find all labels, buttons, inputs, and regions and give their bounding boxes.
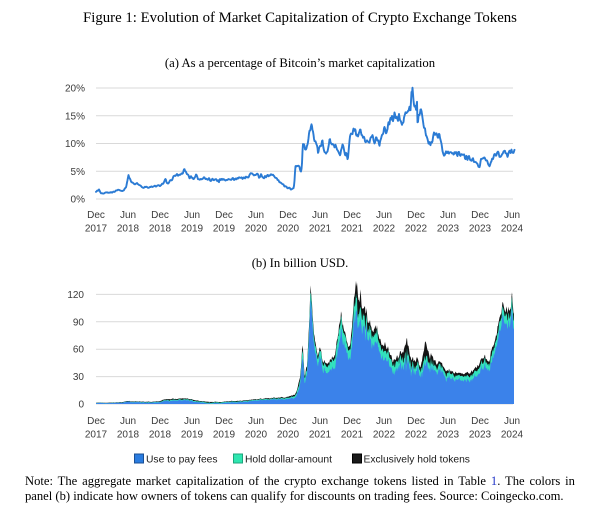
svg-text:Jun: Jun	[120, 210, 136, 221]
svg-text:Jun: Jun	[440, 416, 456, 427]
svg-text:2021: 2021	[341, 430, 364, 441]
svg-text:Jun: Jun	[184, 416, 200, 427]
svg-text:10%: 10%	[65, 139, 85, 150]
svg-text:Dec: Dec	[87, 210, 105, 221]
svg-text:20%: 20%	[65, 84, 85, 95]
svg-text:Jun: Jun	[248, 210, 264, 221]
svg-text:2021: 2021	[309, 430, 332, 441]
svg-text:2018: 2018	[149, 224, 172, 235]
svg-text:Dec: Dec	[407, 416, 425, 427]
svg-text:2023: 2023	[437, 224, 460, 235]
svg-text:Dec: Dec	[471, 416, 489, 427]
svg-text:Hold dollar-amount: Hold dollar-amount	[245, 454, 332, 465]
svg-text:Jun: Jun	[376, 416, 392, 427]
svg-text:90: 90	[73, 317, 85, 328]
svg-text:2019: 2019	[181, 430, 204, 441]
svg-text:Jun: Jun	[184, 210, 200, 221]
svg-text:2022: 2022	[373, 430, 396, 441]
svg-text:Dec: Dec	[343, 416, 361, 427]
svg-text:0: 0	[78, 400, 84, 411]
svg-text:2023: 2023	[469, 430, 492, 441]
svg-text:2018: 2018	[117, 430, 140, 441]
svg-text:Dec: Dec	[87, 416, 105, 427]
svg-text:Jun: Jun	[376, 210, 392, 221]
svg-text:Dec: Dec	[343, 210, 361, 221]
svg-text:60: 60	[73, 345, 85, 356]
svg-text:Jun: Jun	[248, 416, 264, 427]
svg-text:Dec: Dec	[215, 416, 233, 427]
svg-text:5%: 5%	[71, 167, 86, 178]
svg-text:Dec: Dec	[151, 210, 169, 221]
svg-text:2022: 2022	[373, 224, 396, 235]
svg-text:Use to pay fees: Use to pay fees	[146, 454, 218, 465]
svg-text:2023: 2023	[437, 430, 460, 441]
svg-text:Jun: Jun	[120, 416, 136, 427]
svg-text:2024: 2024	[501, 224, 524, 235]
svg-text:Dec: Dec	[215, 210, 233, 221]
svg-text:2023: 2023	[469, 224, 492, 235]
svg-text:2020: 2020	[277, 224, 300, 235]
svg-text:Jun: Jun	[504, 210, 520, 221]
svg-text:30: 30	[73, 372, 85, 383]
svg-text:Exclusively hold tokens: Exclusively hold tokens	[364, 454, 470, 465]
svg-text:2018: 2018	[117, 224, 140, 235]
svg-text:2020: 2020	[277, 430, 300, 441]
svg-text:15%: 15%	[65, 111, 85, 122]
svg-text:2021: 2021	[309, 224, 332, 235]
svg-text:2020: 2020	[245, 430, 268, 441]
svg-text:Jun: Jun	[312, 416, 328, 427]
svg-text:2018: 2018	[149, 430, 172, 441]
svg-text:Dec: Dec	[279, 416, 297, 427]
svg-text:Dec: Dec	[151, 416, 169, 427]
svg-text:2017: 2017	[85, 224, 108, 235]
svg-text:Dec: Dec	[407, 210, 425, 221]
svg-text:2021: 2021	[341, 224, 364, 235]
svg-text:2022: 2022	[405, 430, 428, 441]
svg-text:2019: 2019	[213, 430, 236, 441]
svg-text:120: 120	[67, 290, 84, 301]
svg-text:2017: 2017	[85, 430, 108, 441]
svg-text:Jun: Jun	[440, 210, 456, 221]
svg-text:2022: 2022	[405, 224, 428, 235]
svg-text:Jun: Jun	[312, 210, 328, 221]
svg-text:0%: 0%	[71, 195, 86, 206]
svg-text:2024: 2024	[501, 430, 524, 441]
svg-text:Dec: Dec	[279, 210, 297, 221]
svg-text:Dec: Dec	[471, 210, 489, 221]
svg-text:Jun: Jun	[504, 416, 520, 427]
svg-text:2020: 2020	[245, 224, 268, 235]
svg-text:2019: 2019	[181, 224, 204, 235]
svg-text:2019: 2019	[213, 224, 236, 235]
